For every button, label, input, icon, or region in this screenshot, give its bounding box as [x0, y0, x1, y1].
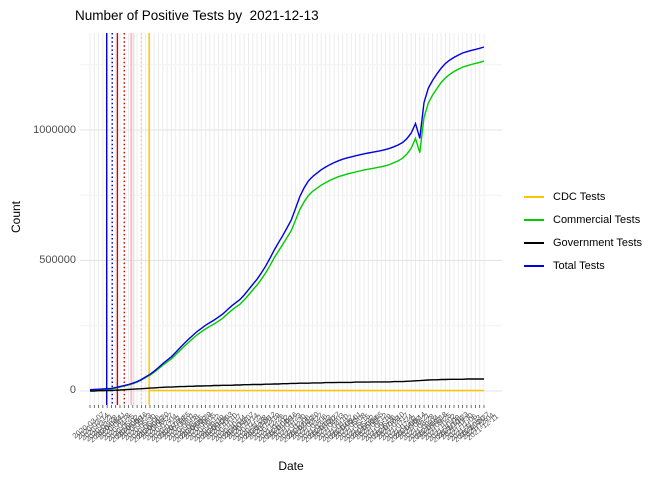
chart-title: Number of Positive Tests by 2021-12-13	[75, 8, 319, 23]
y-tick-label-500000: 500000	[39, 254, 76, 266]
legend-label: Total Tests	[553, 259, 605, 272]
y-axis-title: Count	[9, 200, 23, 234]
cdc-line-swatch-icon	[524, 195, 544, 198]
legend-label: Commercial Tests	[553, 213, 641, 226]
legend: CDC Tests Commercial Tests Government Te…	[524, 185, 642, 277]
commercial-line-swatch-icon	[524, 218, 544, 221]
legend-label: CDC Tests	[553, 190, 606, 203]
total-line-swatch-icon	[524, 264, 544, 267]
x-axis-title: Date	[278, 459, 304, 473]
legend-item-government-tests: Government Tests	[524, 231, 642, 254]
y-tick-label-0: 0	[69, 384, 76, 396]
legend-label: Government Tests	[553, 236, 643, 249]
y-tick-label-1000000: 1000000	[33, 124, 76, 136]
legend-item-cdc-tests: CDC Tests	[524, 185, 642, 208]
government-line-swatch-icon	[524, 241, 544, 244]
legend-item-commercial-tests: Commercial Tests	[524, 208, 642, 231]
legend-item-total-tests: Total Tests	[524, 254, 642, 277]
